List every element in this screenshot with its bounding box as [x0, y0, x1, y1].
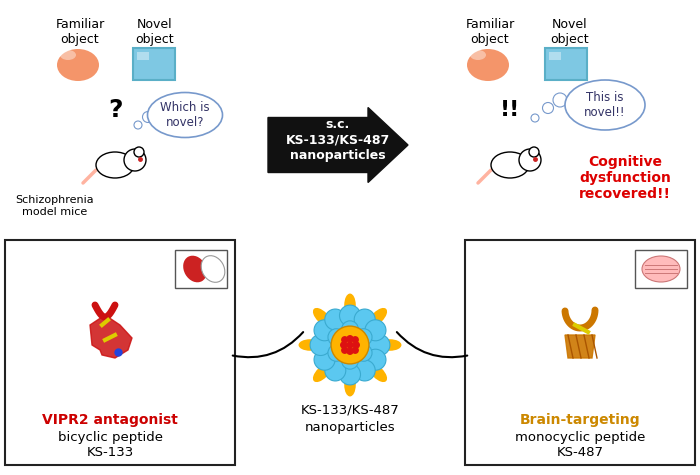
Circle shape — [351, 336, 359, 343]
Text: Which is
novel?: Which is novel? — [160, 101, 210, 129]
Circle shape — [346, 342, 354, 349]
FancyBboxPatch shape — [465, 240, 695, 465]
Circle shape — [134, 121, 142, 129]
Circle shape — [542, 103, 554, 114]
Circle shape — [328, 344, 345, 361]
Circle shape — [341, 336, 349, 343]
Ellipse shape — [57, 49, 99, 81]
Circle shape — [340, 364, 360, 385]
Circle shape — [314, 320, 335, 341]
Text: Familiar
object: Familiar object — [55, 18, 104, 46]
Circle shape — [151, 103, 165, 117]
Circle shape — [340, 305, 360, 326]
Circle shape — [325, 309, 346, 330]
FancyBboxPatch shape — [545, 48, 587, 80]
Text: This is
novel!!: This is novel!! — [584, 91, 626, 119]
FancyBboxPatch shape — [635, 250, 687, 288]
Circle shape — [354, 360, 375, 381]
Circle shape — [331, 326, 369, 364]
Text: KS-133/KS-487: KS-133/KS-487 — [300, 403, 400, 417]
Circle shape — [365, 349, 386, 370]
Circle shape — [325, 360, 346, 381]
Ellipse shape — [467, 49, 509, 81]
Circle shape — [369, 334, 390, 355]
Circle shape — [353, 342, 360, 349]
Ellipse shape — [642, 256, 680, 282]
Circle shape — [124, 149, 146, 171]
Ellipse shape — [344, 294, 356, 317]
Ellipse shape — [369, 308, 387, 326]
Circle shape — [531, 114, 539, 122]
FancyBboxPatch shape — [5, 240, 235, 465]
Text: KS-133/KS-487: KS-133/KS-487 — [286, 133, 390, 146]
Ellipse shape — [60, 50, 76, 60]
Ellipse shape — [470, 50, 486, 60]
Polygon shape — [90, 315, 132, 358]
Circle shape — [351, 347, 359, 354]
Circle shape — [143, 112, 153, 123]
Circle shape — [365, 320, 386, 341]
Ellipse shape — [183, 256, 206, 282]
Text: !!: !! — [500, 100, 520, 120]
Circle shape — [342, 352, 358, 369]
Ellipse shape — [378, 339, 402, 351]
Circle shape — [529, 147, 539, 157]
Circle shape — [553, 93, 567, 107]
Ellipse shape — [313, 364, 331, 382]
Ellipse shape — [201, 256, 225, 282]
Ellipse shape — [96, 152, 134, 178]
Text: s.c.: s.c. — [326, 118, 350, 132]
Ellipse shape — [298, 339, 322, 351]
Circle shape — [346, 335, 354, 342]
Circle shape — [346, 348, 354, 355]
Text: Cognitive
dysfunction
recovered!!: Cognitive dysfunction recovered!! — [579, 155, 671, 201]
Circle shape — [314, 349, 335, 370]
Ellipse shape — [491, 152, 529, 178]
FancyBboxPatch shape — [137, 52, 149, 60]
Text: Brain-targeting: Brain-targeting — [519, 413, 640, 427]
Ellipse shape — [313, 308, 331, 326]
Text: bicyclic peptide: bicyclic peptide — [57, 430, 162, 444]
Circle shape — [355, 344, 372, 361]
FancyBboxPatch shape — [549, 52, 561, 60]
Circle shape — [519, 149, 541, 171]
Circle shape — [341, 347, 349, 354]
Text: nanoparticles: nanoparticles — [290, 150, 386, 162]
Circle shape — [134, 147, 144, 157]
Circle shape — [355, 329, 372, 345]
Text: ?: ? — [108, 98, 122, 122]
Circle shape — [342, 321, 358, 338]
Polygon shape — [565, 335, 595, 358]
Circle shape — [354, 309, 375, 330]
Ellipse shape — [369, 364, 387, 382]
Text: KS-133: KS-133 — [86, 446, 134, 459]
Text: VIPR2 antagonist: VIPR2 antagonist — [42, 413, 178, 427]
Circle shape — [340, 342, 347, 349]
Text: monocyclic peptide: monocyclic peptide — [514, 430, 645, 444]
Circle shape — [328, 329, 345, 345]
Text: Schizophrenia
model mice: Schizophrenia model mice — [15, 195, 94, 217]
Ellipse shape — [565, 80, 645, 130]
Circle shape — [310, 334, 331, 355]
FancyArrow shape — [268, 107, 408, 182]
FancyBboxPatch shape — [133, 48, 175, 80]
Text: KS-487: KS-487 — [556, 446, 603, 459]
Text: Familiar
object: Familiar object — [466, 18, 514, 46]
Text: Novel
object: Novel object — [136, 18, 174, 46]
Text: Novel
object: Novel object — [551, 18, 589, 46]
Ellipse shape — [344, 373, 356, 397]
Text: nanoparticles: nanoparticles — [304, 420, 395, 434]
FancyBboxPatch shape — [175, 250, 227, 288]
Ellipse shape — [148, 93, 223, 137]
